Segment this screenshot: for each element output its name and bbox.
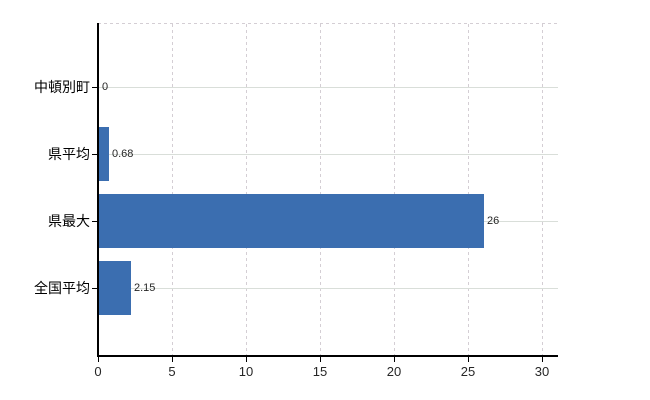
vertical-gridline [320,24,321,355]
x-tick-label: 20 [386,364,402,379]
category-label: 全国平均 [34,280,90,296]
x-tick [172,357,173,362]
vertical-gridline [394,24,395,355]
value-label: 2.15 [134,282,156,294]
value-label: 0.68 [112,148,134,160]
x-tick-label: 0 [94,364,102,379]
bar [99,127,109,181]
bar [99,194,484,248]
x-tick [246,357,247,362]
vertical-gridline [172,24,173,355]
x-tick [98,357,99,362]
plot-top-border [98,23,558,24]
y-tick [92,288,98,289]
category-label: 県最大 [48,213,90,229]
horizontal-gridline [99,154,558,155]
x-tick-label: 30 [534,364,550,379]
x-tick [394,357,395,362]
x-tick [542,357,543,362]
x-axis-line [97,355,558,357]
category-label: 県平均 [48,146,90,162]
x-tick [320,357,321,362]
value-label: 26 [487,215,500,227]
horizontal-gridline [99,288,558,289]
vertical-gridline [468,24,469,355]
x-tick-label: 10 [238,364,254,379]
x-tick-label: 5 [168,364,176,379]
y-tick [92,154,98,155]
category-label: 中頓別町 [34,79,90,95]
y-axis-line [97,23,99,357]
bar [99,261,131,315]
y-tick [92,221,98,222]
x-tick-label: 25 [460,364,476,379]
vertical-gridline [246,24,247,355]
vertical-gridline [542,24,543,355]
value-label: 0 [102,81,109,93]
horizontal-gridline [99,87,558,88]
x-tick [468,357,469,362]
x-tick-label: 15 [312,364,328,379]
y-tick [92,87,98,88]
